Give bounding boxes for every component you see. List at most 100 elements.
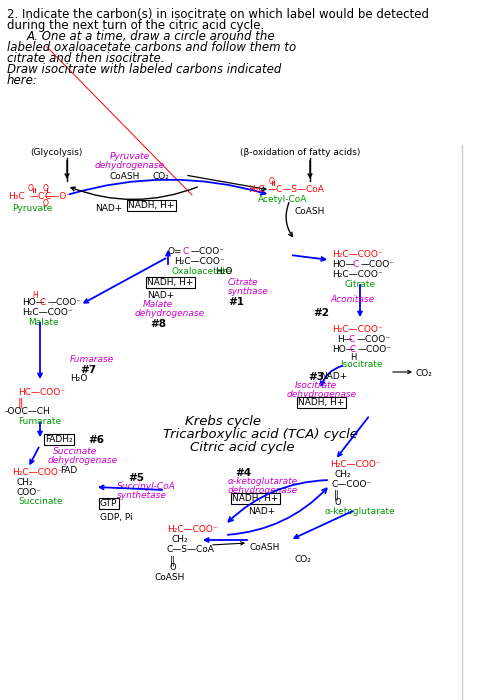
Text: NADH, H+: NADH, H+ [298, 398, 344, 407]
Text: O: O [43, 199, 49, 208]
Text: synthase: synthase [228, 287, 269, 296]
Text: #6: #6 [88, 435, 104, 445]
Text: ‖: ‖ [170, 555, 175, 566]
Text: GDP, Pi: GDP, Pi [100, 513, 133, 522]
Text: —C—S—CoA: —C—S—CoA [268, 185, 325, 194]
Text: CoASH: CoASH [295, 207, 325, 216]
Text: (Glycolysis): (Glycolysis) [30, 148, 82, 157]
Text: NADH, H+: NADH, H+ [232, 494, 278, 503]
Text: H₂C—COO⁻: H₂C—COO⁻ [174, 257, 225, 266]
Text: NAD+: NAD+ [95, 204, 122, 213]
Text: GTP: GTP [100, 499, 117, 508]
Text: dehydrogenase: dehydrogenase [287, 390, 357, 399]
Text: NAD+: NAD+ [147, 291, 174, 300]
Text: CO₂: CO₂ [295, 555, 312, 564]
Text: H₂O: H₂O [70, 374, 87, 383]
Text: CO₂: CO₂ [153, 172, 170, 181]
Text: H: H [350, 353, 356, 362]
Text: dehydrogenase: dehydrogenase [228, 486, 298, 495]
Text: #7: #7 [80, 365, 96, 375]
Text: H₂C—COO⁻: H₂C—COO⁻ [167, 525, 217, 534]
Text: HC—COO⁻: HC—COO⁻ [18, 388, 65, 397]
Text: α-ketoglutarate: α-ketoglutarate [228, 477, 298, 486]
Text: O: O [269, 177, 275, 186]
Text: NAD+: NAD+ [248, 507, 275, 516]
Text: C: C [183, 247, 189, 256]
Text: H₂C—COO⁻: H₂C—COO⁻ [332, 270, 383, 279]
Text: #5: #5 [128, 473, 144, 483]
Text: NADH, H+: NADH, H+ [147, 278, 194, 287]
Text: Pyruvate: Pyruvate [110, 152, 150, 161]
Text: HO—: HO— [332, 260, 355, 269]
Text: α-ketoglutarate: α-ketoglutarate [325, 507, 396, 516]
Text: A. One at a time, draw a circle around the: A. One at a time, draw a circle around t… [27, 30, 275, 43]
Text: Tricarboxylic acid (TCA) cycle: Tricarboxylic acid (TCA) cycle [163, 428, 358, 441]
Text: H₂C—COO⁻: H₂C—COO⁻ [330, 460, 381, 469]
Text: —COO⁻: —COO⁻ [361, 260, 395, 269]
Text: C: C [40, 298, 46, 307]
Text: H₂C: H₂C [248, 185, 264, 194]
Text: Succinate: Succinate [53, 447, 97, 456]
Text: H₂C—COO⁻: H₂C—COO⁻ [332, 250, 383, 259]
Text: dehydrogenase: dehydrogenase [135, 309, 205, 318]
Text: dehydrogenase: dehydrogenase [48, 456, 118, 465]
Text: HO—: HO— [22, 298, 45, 307]
Text: CH₂: CH₂ [172, 535, 189, 544]
Text: H₂C—COO⁻: H₂C—COO⁻ [12, 468, 63, 477]
Text: dehydrogenase: dehydrogenase [95, 161, 165, 170]
Text: ‖: ‖ [18, 398, 23, 409]
Text: Succinyl-CoA: Succinyl-CoA [117, 482, 176, 491]
Text: H₂C—COO⁻: H₂C—COO⁻ [22, 308, 73, 317]
Text: Citrate: Citrate [345, 280, 376, 289]
Text: Isocitrate: Isocitrate [295, 381, 337, 390]
Text: NADH, H+: NADH, H+ [128, 201, 174, 210]
Text: during the next turn of the citric acid cycle.: during the next turn of the citric acid … [7, 19, 264, 32]
Text: O: O [43, 184, 49, 193]
Text: C: C [349, 335, 355, 344]
Text: FAD: FAD [60, 466, 77, 475]
Text: CoASH: CoASH [250, 543, 280, 552]
Text: NAD+: NAD+ [320, 372, 347, 381]
Text: —COO⁻: —COO⁻ [48, 298, 82, 307]
Text: (β-oxidation of fatty acids): (β-oxidation of fatty acids) [240, 148, 360, 157]
Text: Acetyl-CoA: Acetyl-CoA [258, 195, 308, 204]
Text: H: H [32, 291, 38, 300]
Text: CoASH: CoASH [155, 573, 185, 582]
Text: Fumarase: Fumarase [70, 355, 114, 364]
Text: Oxaloacetate: Oxaloacetate [172, 267, 232, 276]
Text: —C—: —C— [30, 192, 54, 201]
Text: COO⁻: COO⁻ [17, 488, 42, 497]
Text: Succinate: Succinate [18, 497, 63, 506]
Text: here:: here: [7, 74, 38, 87]
Text: synthetase: synthetase [117, 491, 167, 500]
Text: C—O⁻: C—O⁻ [45, 192, 72, 201]
Text: ‖: ‖ [334, 490, 339, 500]
Text: O: O [335, 498, 342, 507]
Text: Citric acid cycle: Citric acid cycle [190, 441, 295, 454]
Text: H—: H— [337, 335, 353, 344]
Text: C—COO⁻: C—COO⁻ [332, 480, 372, 489]
Text: -OOC—CH: -OOC—CH [5, 407, 51, 416]
Text: Aconitase: Aconitase [330, 295, 374, 304]
Text: C: C [353, 260, 359, 269]
Text: Krebs cycle: Krebs cycle [185, 415, 261, 428]
Text: C—S—CoA: C—S—CoA [167, 545, 215, 554]
Text: Fumarate: Fumarate [18, 417, 61, 426]
Text: Isocitrate: Isocitrate [340, 360, 383, 369]
Text: CH₂: CH₂ [335, 470, 352, 479]
Text: HO—: HO— [332, 345, 355, 354]
Text: Pyruvate: Pyruvate [12, 204, 52, 213]
Text: 2. Indicate the carbon(s) in isocitrate on which label would be detected: 2. Indicate the carbon(s) in isocitrate … [7, 8, 429, 21]
Text: CH₂: CH₂ [17, 478, 34, 487]
Text: H₂C—COO⁻: H₂C—COO⁻ [332, 325, 383, 334]
Text: C: C [350, 345, 356, 354]
Text: O=: O= [168, 247, 182, 256]
Text: Malate: Malate [28, 318, 58, 327]
Text: O: O [170, 563, 177, 572]
Text: labeled oxaloacetate carbons and follow them to: labeled oxaloacetate carbons and follow … [7, 41, 296, 54]
Text: O: O [28, 184, 34, 193]
Text: Malate: Malate [143, 300, 173, 309]
Text: #4: #4 [235, 468, 251, 478]
Text: #3: #3 [308, 372, 324, 382]
Text: H₃C: H₃C [8, 192, 24, 201]
